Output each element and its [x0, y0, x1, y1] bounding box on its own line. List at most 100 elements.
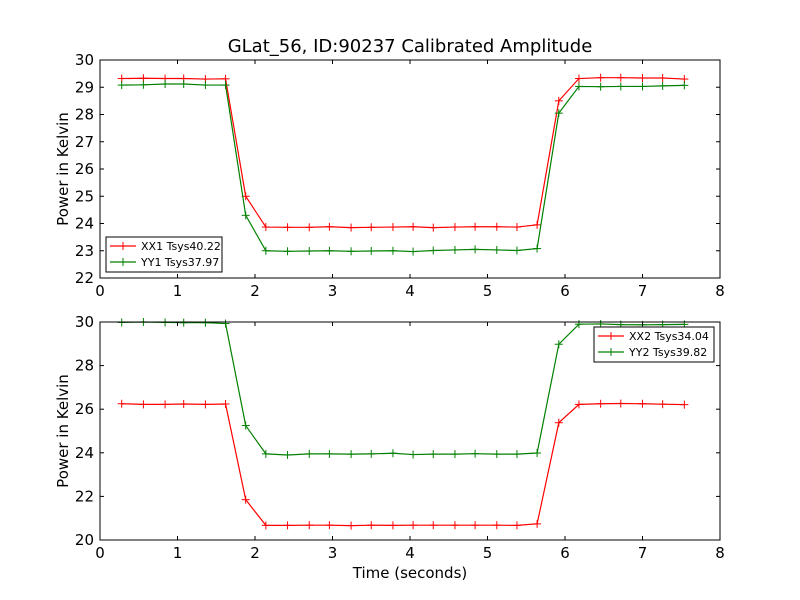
data-point [492, 521, 501, 530]
data-point [388, 449, 397, 458]
x-tick-label: 2 [250, 282, 260, 300]
data-point [450, 223, 459, 232]
y-tick-label: 24 [75, 215, 94, 233]
data-point [429, 223, 438, 232]
legend-entry: YY1 Tsys37.97 [110, 256, 219, 269]
y-axis-label: Power in Kelvin [54, 112, 72, 226]
legend: XX1 Tsys40.22 YY1 Tsys37.97 [105, 236, 223, 273]
data-point [261, 246, 270, 255]
data-point [638, 73, 647, 82]
data-point [261, 449, 270, 458]
data-point [221, 399, 230, 408]
data-point [305, 247, 314, 256]
legend: XX2 Tsys34.04 YY2 Tsys39.82 [593, 326, 715, 363]
data-point [179, 318, 188, 327]
data-point [388, 521, 397, 530]
data-point [574, 400, 583, 409]
data-point [658, 81, 667, 90]
data-point [241, 421, 250, 430]
data-point [471, 222, 480, 231]
y-tick-label: 20 [75, 531, 94, 549]
data-point [680, 400, 689, 409]
y-tick-label: 26 [75, 160, 94, 178]
data-point [261, 521, 270, 530]
data-point [616, 399, 625, 408]
x-tick-label: 6 [560, 282, 570, 300]
x-tick-label: 0 [95, 282, 105, 300]
data-point [161, 79, 170, 88]
y-tick-label: 28 [75, 106, 94, 124]
data-point [409, 521, 418, 530]
y-tick-label: 30 [75, 313, 94, 331]
data-point [139, 400, 148, 409]
x-tick-label: 1 [173, 282, 183, 300]
data-point [429, 246, 438, 255]
data-point [533, 449, 542, 458]
data-point [554, 96, 563, 105]
data-point [471, 521, 480, 530]
x-axis-label: Time (seconds) [352, 564, 468, 582]
data-point [512, 223, 521, 232]
data-point [241, 495, 250, 504]
legend-entry: YY2 Tsys39.82 [598, 346, 707, 359]
data-point [533, 244, 542, 253]
series-group [117, 73, 689, 256]
x-tick-label: 5 [483, 544, 493, 562]
data-point [409, 222, 418, 231]
data-point [596, 82, 605, 91]
data-point [305, 449, 314, 458]
data-point [574, 74, 583, 83]
y-tick-label: 30 [75, 51, 94, 69]
data-point [367, 449, 376, 458]
data-point [261, 223, 270, 232]
series-line-1-1 [121, 77, 685, 229]
data-point [574, 82, 583, 91]
data-point [201, 400, 210, 409]
data-point [325, 521, 334, 530]
data-point [139, 80, 148, 89]
data-point [201, 81, 210, 90]
data-point [638, 399, 647, 408]
x-tick-label: 3 [328, 282, 338, 300]
figure-title: GLat_56, ID:90237 Calibrated Amplitude [228, 36, 593, 57]
y-axis-label: Power in Kelvin [54, 374, 72, 488]
data-point [492, 245, 501, 254]
x-tick-label: 8 [715, 544, 725, 562]
y-tick-label: 22 [75, 269, 94, 287]
data-point [347, 450, 356, 459]
y-tick-label: 24 [75, 444, 94, 462]
data-point [429, 521, 438, 530]
data-point [367, 247, 376, 256]
data-point [512, 246, 521, 255]
data-point [492, 450, 501, 459]
data-point [388, 246, 397, 255]
legend-box [105, 236, 223, 273]
data-point [596, 399, 605, 408]
data-point [179, 399, 188, 408]
legend-label: YY2 Tsys39.82 [628, 346, 707, 359]
data-point [325, 222, 334, 231]
data-point [161, 400, 170, 409]
data-point [492, 222, 501, 231]
y-tick-label: 27 [75, 133, 94, 151]
y-tick-label: 25 [75, 187, 94, 205]
legend-label: XX1 Tsys40.22 [141, 240, 221, 253]
data-point [283, 450, 292, 459]
data-point [117, 399, 126, 408]
data-point [221, 319, 230, 328]
x-tick-label: 7 [638, 544, 648, 562]
data-point [429, 450, 438, 459]
data-point [325, 449, 334, 458]
data-point [512, 521, 521, 530]
x-tick-label: 3 [328, 544, 338, 562]
x-tick-label: 1 [173, 544, 183, 562]
data-point [117, 81, 126, 90]
y-tick-label: 28 [75, 357, 94, 375]
data-point [221, 81, 230, 90]
legend-box [593, 326, 715, 363]
data-point [283, 521, 292, 530]
data-point [554, 109, 563, 118]
